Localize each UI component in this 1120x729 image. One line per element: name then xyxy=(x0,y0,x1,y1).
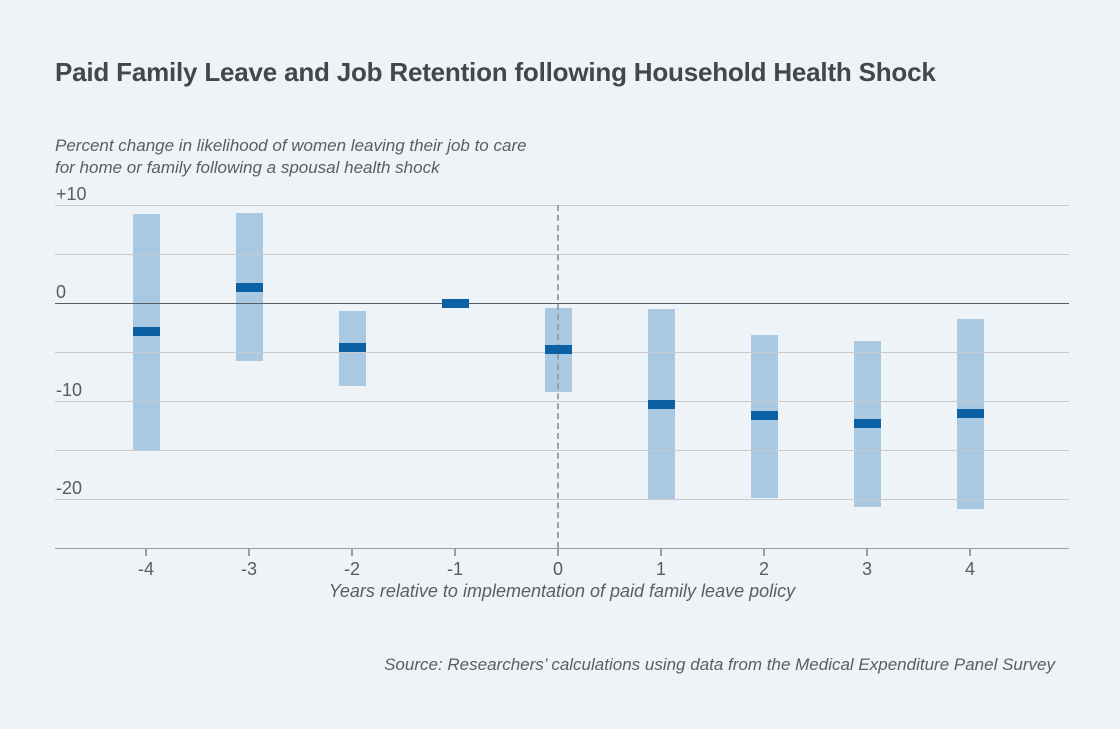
y-tick-label: +10 xyxy=(56,184,87,204)
point-estimate-tick xyxy=(235,282,263,292)
point-estimate-tick xyxy=(647,400,675,410)
y-tick-label: 0 xyxy=(56,282,67,302)
x-axis-tick xyxy=(557,548,559,556)
y-axis-description-line2: for home or family following a spousal h… xyxy=(55,158,440,177)
x-tick-label: 0 xyxy=(552,559,563,579)
point-estimate-tick xyxy=(750,411,778,421)
chart-plot-area: +10 0 -10 -20 -4 -3 -2 -1 0 1 2 3 4 xyxy=(55,184,1069,579)
x-tick-label: 1 xyxy=(655,559,666,579)
point-estimate-tick xyxy=(853,419,881,429)
y-axis-description-line1: Percent change in likelihood of women le… xyxy=(55,136,527,155)
policy-implementation-line xyxy=(557,205,559,548)
point-estimate-tick xyxy=(338,342,366,352)
x-tick-label: 3 xyxy=(861,559,872,579)
x-axis-tick xyxy=(248,548,250,556)
gridline xyxy=(55,254,1069,255)
point-estimate-tick xyxy=(441,298,469,308)
x-tick-label: -4 xyxy=(137,559,154,579)
y-tick-label: -10 xyxy=(56,380,83,400)
y-tick-label: -20 xyxy=(56,478,83,498)
x-axis-tick xyxy=(351,548,353,556)
x-tick-label: 2 xyxy=(758,559,769,579)
x-axis-label: Years relative to implementation of paid… xyxy=(328,581,796,601)
gridline xyxy=(55,499,1069,500)
x-tick-label: -3 xyxy=(240,559,257,579)
point-estimate-tick xyxy=(956,409,984,419)
x-axis-tick xyxy=(763,548,765,556)
point-estimate-tick xyxy=(132,326,160,336)
zero-line xyxy=(55,303,1069,304)
gridline xyxy=(55,205,1069,206)
source-note: Source: Researchers’ calculations using … xyxy=(384,655,1055,674)
y-axis-description: Percent change in likelihood of women le… xyxy=(55,135,527,179)
x-tick-label: -1 xyxy=(446,559,463,579)
x-axis-tick xyxy=(145,548,147,556)
x-axis-tick xyxy=(454,548,456,556)
x-tick-label: 4 xyxy=(964,559,975,579)
gridline xyxy=(55,450,1069,451)
x-tick-label: -2 xyxy=(343,559,360,579)
x-axis-tick xyxy=(866,548,868,556)
x-axis-tick xyxy=(660,548,662,556)
chart-title: Paid Family Leave and Job Retention foll… xyxy=(55,57,936,88)
gridline xyxy=(55,401,1069,402)
x-axis-line xyxy=(55,548,1069,549)
point-estimate-tick xyxy=(544,344,572,354)
x-axis-tick xyxy=(969,548,971,556)
